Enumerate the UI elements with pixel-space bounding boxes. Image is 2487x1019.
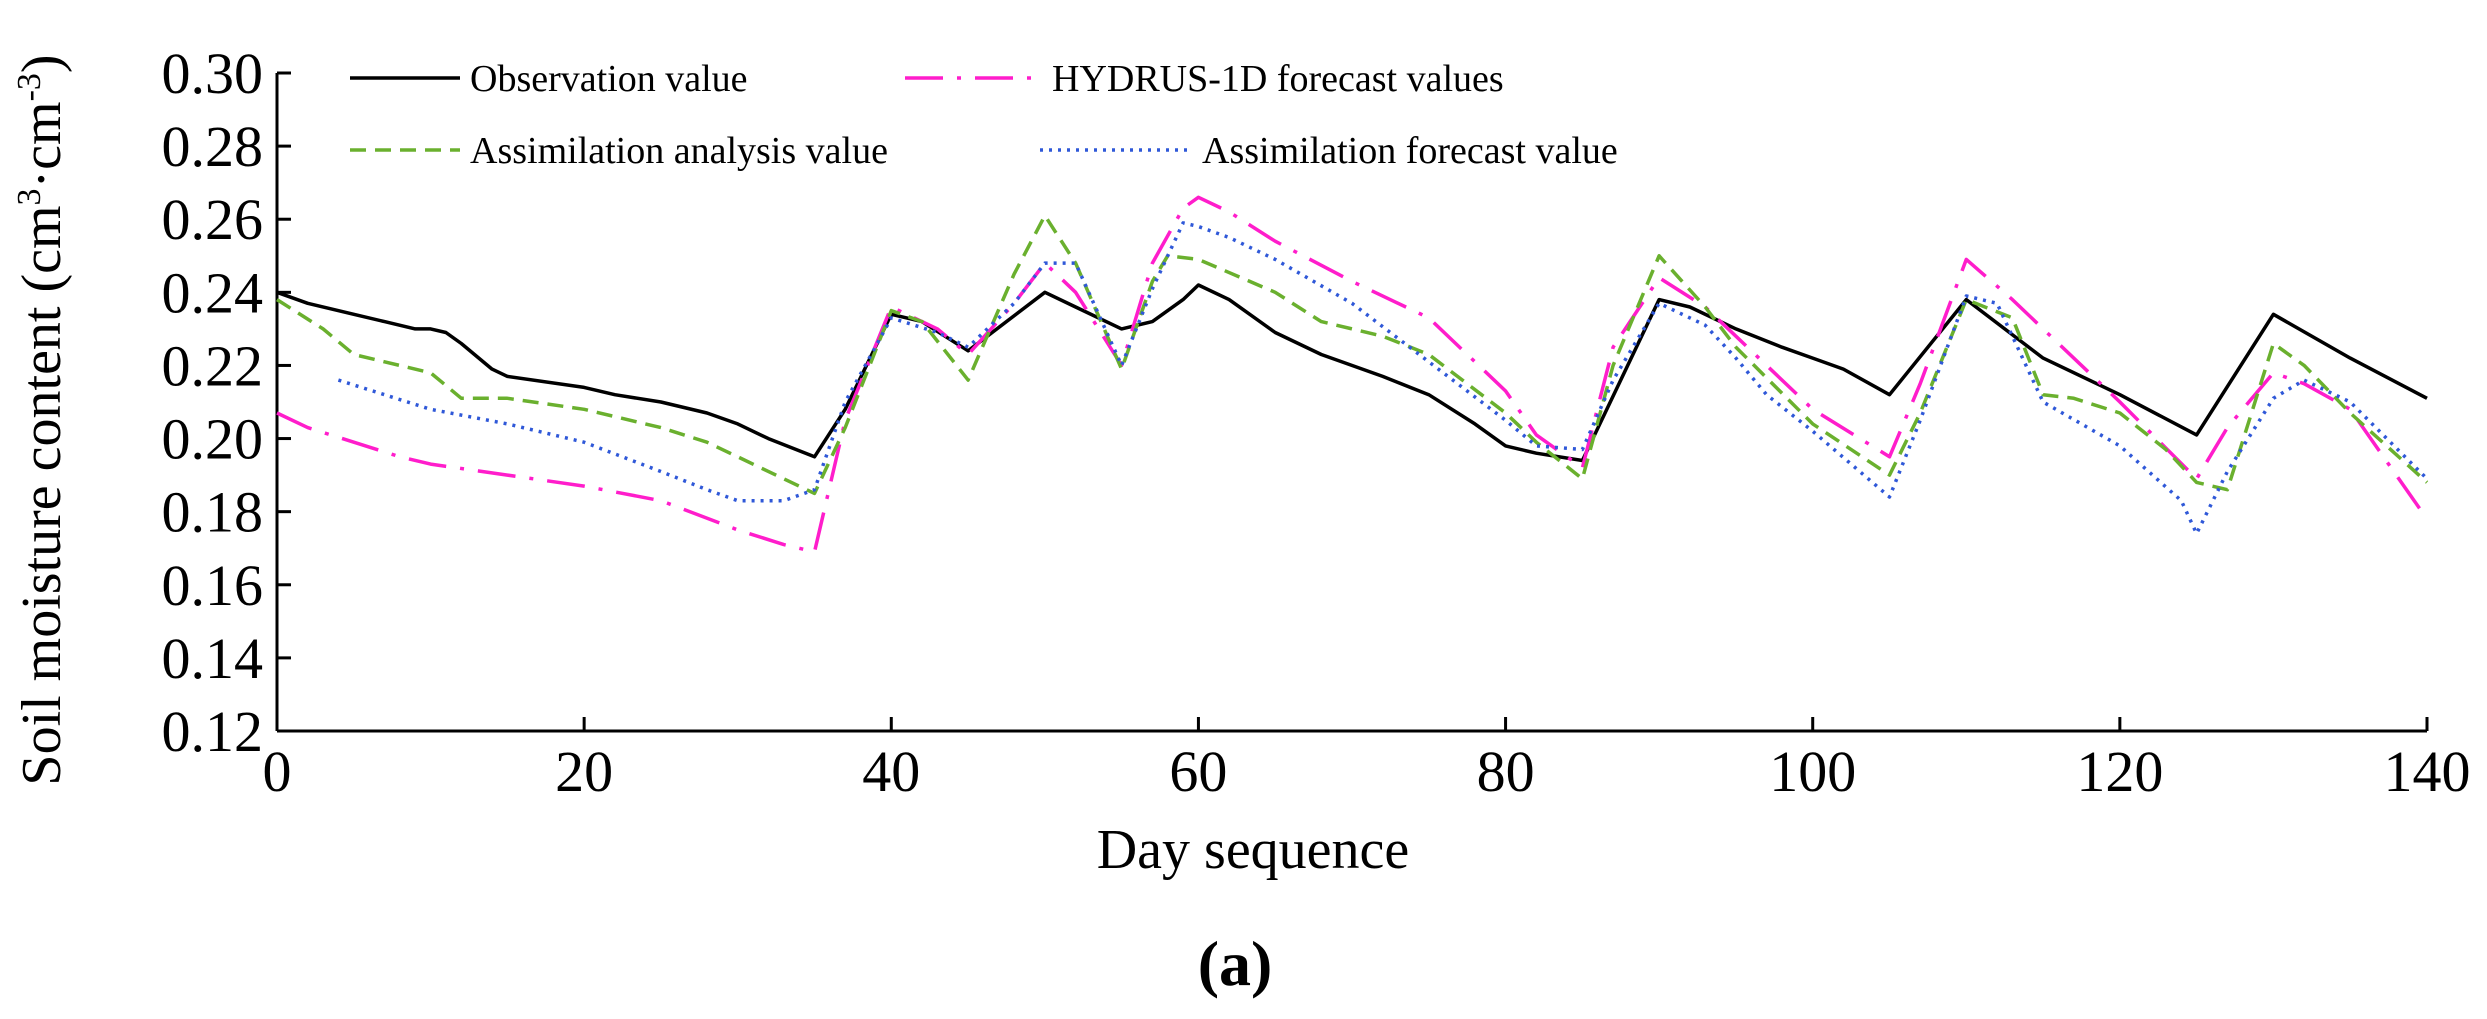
chart-legend: Observation value HYDRUS-1D forecast val… [350,58,1618,172]
x-tick-label: 80 [1477,739,1535,804]
series-line-assimilation-analysis-value [276,213,2429,496]
y-tick-label: 0.22 [162,333,264,398]
y-tick-label: 0.28 [162,114,264,179]
chart-axes [275,73,2427,733]
x-tick-label: 0 [263,739,292,804]
y-tick-label: 0.26 [162,187,264,252]
series-line-assimilation-forecast-value [337,221,2429,536]
y-tick-label: 0.18 [162,480,264,545]
x-tick-label: 120 [2076,739,2163,804]
series-line-hydrus-1d-forecast-values [276,195,2429,554]
x-axis-title: Day sequence [1097,819,1410,881]
legend-label-observation: Observation value [470,58,748,100]
y-tick-label: 0.16 [162,553,264,618]
legend-label-assim-forecast: Assimilation forecast value [1202,130,1618,172]
x-tick-label: 40 [862,739,920,804]
x-tick-label: 20 [555,739,613,804]
y-tick-label: 0.24 [162,260,264,325]
legend-label-assim-analysis: Assimilation analysis value [470,130,888,172]
y-axis-title: Soil moisture content (cm3·cm-3) [11,54,73,785]
legend-label-hydrus: HYDRUS-1D forecast values [1052,58,1504,100]
y-tick-label: 0.30 [162,41,264,106]
y-tick-label: 0.20 [162,407,264,472]
x-tick-label: 140 [2384,739,2471,804]
x-tick-label: 60 [1169,739,1227,804]
series-layer [276,195,2429,554]
x-tick-label: 100 [1769,739,1856,804]
y-tick-label: 0.12 [162,699,264,764]
y-tick-label: 0.14 [162,626,264,691]
figure-caption: (a) [1198,928,1273,999]
tick-layer: 0.12 0.14 0.16 0.18 0.20 0.22 0.24 0.26 0.28 0.30… [162,41,2471,804]
series-line-observation-value [276,283,2428,463]
